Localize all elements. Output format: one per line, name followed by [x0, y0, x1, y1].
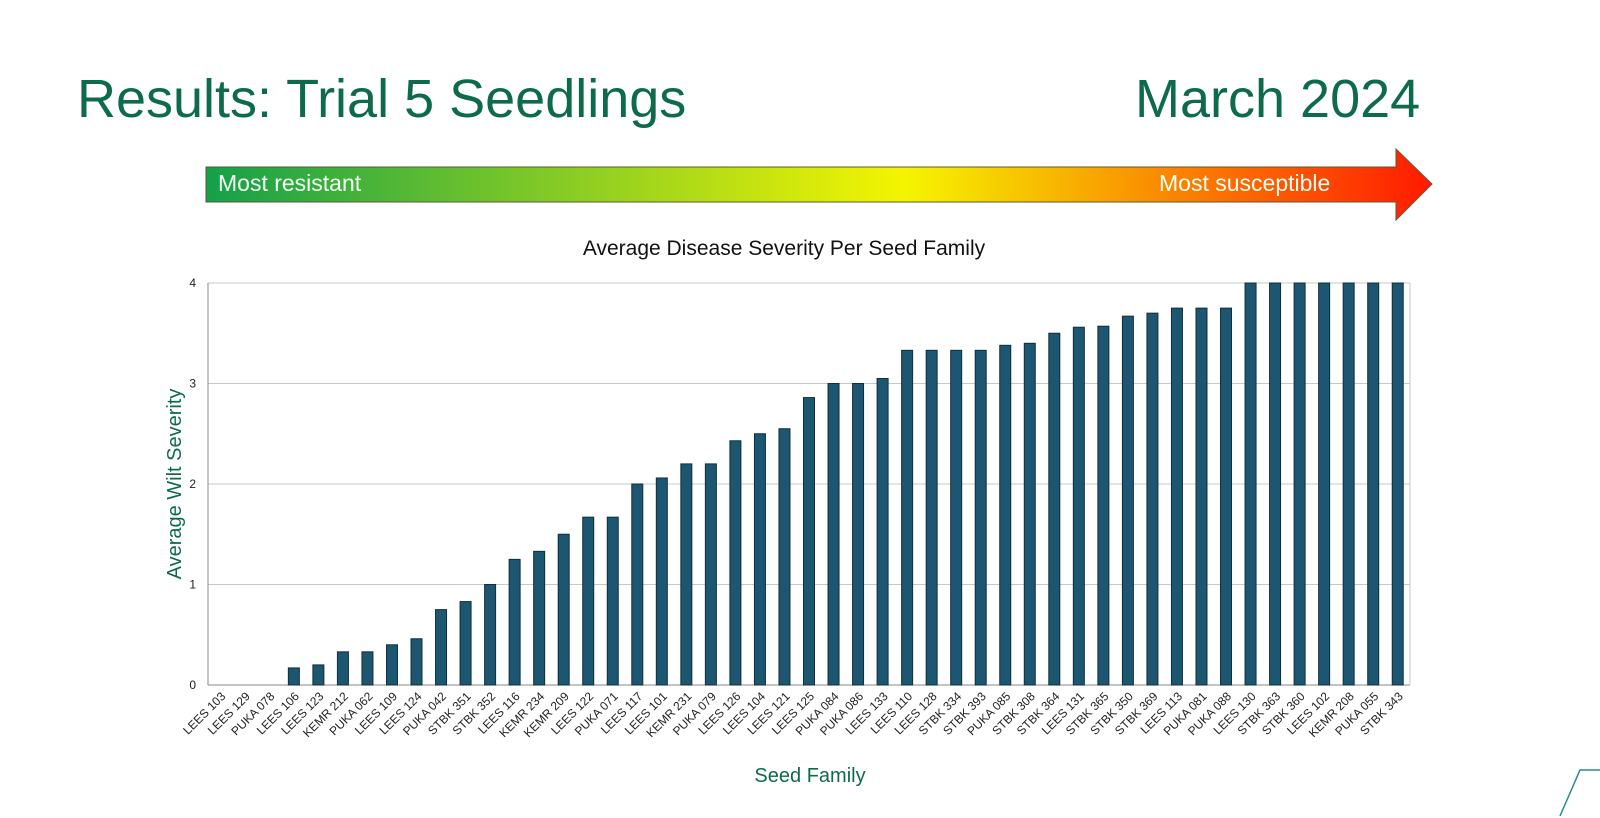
y-tick-label: 1 — [189, 578, 196, 592]
bar — [827, 383, 840, 686]
bar — [1170, 307, 1183, 686]
bar — [803, 397, 815, 686]
bar — [1293, 282, 1306, 686]
bar — [1269, 282, 1282, 686]
bar — [287, 667, 300, 686]
y-tick-label: 0 — [189, 678, 196, 692]
bar — [1146, 312, 1159, 686]
bar — [876, 377, 889, 686]
y-axis-title: Average Wilt Severity — [164, 389, 186, 580]
corner-decoration — [1559, 769, 1600, 817]
chart-title: Average Disease Severity Per Seed Family — [583, 237, 986, 260]
bar — [1220, 307, 1233, 686]
bar — [852, 383, 865, 686]
bar — [704, 463, 717, 686]
bar — [336, 651, 349, 686]
bar — [1342, 282, 1355, 686]
bar — [533, 550, 546, 686]
bar — [974, 349, 987, 686]
bar — [1391, 282, 1404, 686]
bar — [925, 349, 938, 686]
resistance-scale-arrow-shape — [205, 147, 1433, 222]
bar — [729, 440, 742, 686]
bar — [459, 601, 472, 686]
bar — [950, 349, 963, 686]
bar — [1097, 325, 1110, 686]
y-tick-label: 2 — [189, 477, 196, 491]
bar — [606, 516, 619, 686]
most-resistant-label: Most resistant — [218, 170, 362, 196]
page-title: Results: Trial 5 Seedlings — [77, 69, 687, 129]
y-tick-label: 3 — [189, 377, 196, 391]
bar — [999, 344, 1012, 686]
bar — [1195, 307, 1208, 686]
bar — [753, 433, 766, 686]
bar — [631, 483, 644, 686]
bar — [655, 477, 668, 686]
x-axis-title: Seed Family — [754, 765, 865, 787]
most-susceptible-label: Most susceptible — [1159, 170, 1331, 196]
bar — [901, 349, 914, 686]
bar — [385, 644, 398, 686]
bar — [1318, 282, 1331, 686]
bar — [582, 516, 595, 686]
bar — [435, 609, 448, 686]
y-tick-label: 4 — [189, 276, 196, 290]
bar — [1367, 282, 1380, 686]
bar — [508, 558, 521, 686]
bar — [1048, 332, 1061, 686]
bar — [312, 664, 325, 686]
bar — [778, 428, 791, 686]
bar — [484, 584, 497, 686]
bar — [1072, 326, 1085, 686]
bar — [1023, 342, 1036, 686]
page-date: March 2024 — [1135, 69, 1421, 129]
bar — [557, 533, 570, 686]
bar — [1244, 282, 1257, 686]
bar — [410, 638, 423, 686]
bar — [680, 463, 693, 686]
bar — [1121, 315, 1134, 686]
bar — [361, 651, 374, 686]
